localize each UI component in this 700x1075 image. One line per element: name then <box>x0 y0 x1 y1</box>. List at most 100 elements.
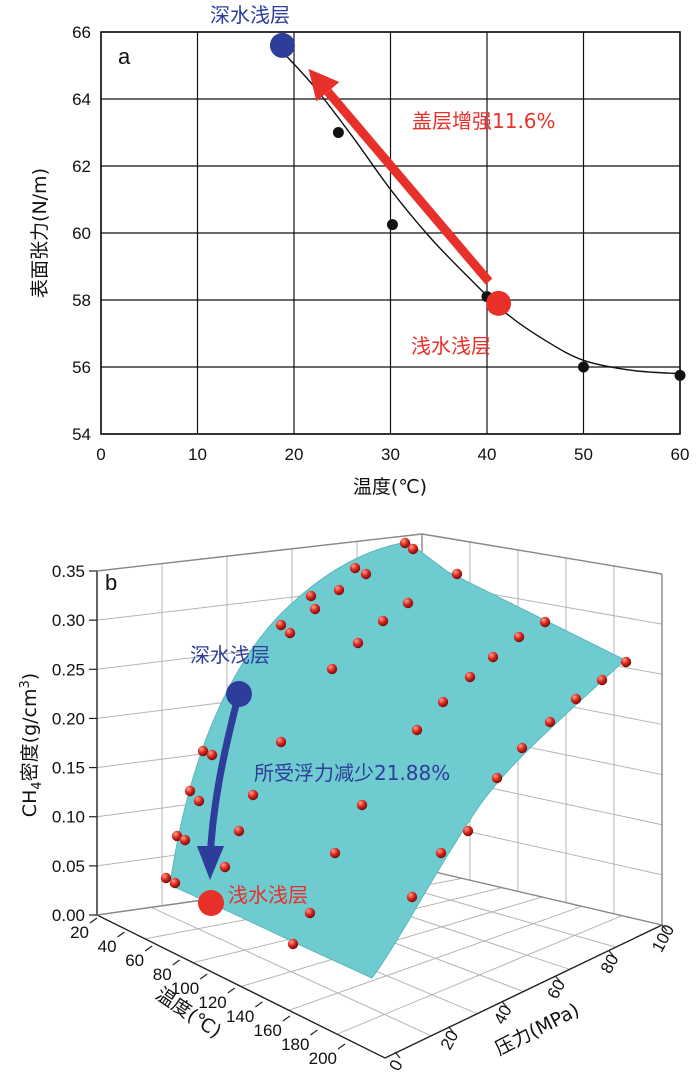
chart-b-temp-tick: 80 <box>153 965 172 984</box>
chart-b-data-point <box>305 590 317 602</box>
chart-b-temp-tick: 140 <box>226 1007 254 1026</box>
chart-b-pressure-tick: 100 <box>648 921 678 955</box>
chart-b-data-point <box>333 584 345 596</box>
chart-a-highlight-shallow <box>486 290 512 316</box>
chart-a-y-tick: 58 <box>72 291 91 310</box>
chart-a-fit-curve <box>279 48 681 375</box>
chart-b-z-tick: 0.15 <box>52 759 85 778</box>
chart-b-z-label: CH4密度(g/cm3) <box>18 673 45 817</box>
chart-b-data-point <box>407 543 419 555</box>
chart-b-data-point <box>491 772 503 784</box>
chart-b-pressure-tick-mark <box>394 1051 401 1059</box>
chart-b-highlight-deep <box>226 681 252 707</box>
chart-b-temp-tick: 40 <box>98 937 117 956</box>
chart-b-temp-tick-mark <box>310 1029 318 1036</box>
chart-a-data-point <box>674 369 686 381</box>
chart-b-data-point <box>184 785 196 797</box>
chart-b-data-point <box>206 749 218 761</box>
chart-b-data-point <box>399 537 411 549</box>
chart-b-data-point <box>596 674 608 686</box>
chart-b-data-point <box>620 656 632 668</box>
chart-b-pressure-tick-mark <box>661 924 668 932</box>
chart-a-grid <box>100 31 681 435</box>
chart-b-z-tick: 0.25 <box>52 660 85 679</box>
chart-a-y-tick: 62 <box>72 157 91 176</box>
chart-a-x-tick: 0 <box>96 445 105 464</box>
chart-b-z-tick: 0.10 <box>52 808 85 827</box>
chart-a-y-tick: 54 <box>72 425 91 444</box>
chart-a-red-arrow-head <box>308 68 340 102</box>
chart-b-temp-tick-mark <box>199 973 208 980</box>
chart-a-data-point <box>578 361 589 373</box>
chart-a-highlight-deep <box>269 32 295 58</box>
chart-b-data-point <box>284 627 296 639</box>
chart-b-data-point <box>464 671 476 683</box>
chart-b-pressure-tick-mark <box>501 1000 508 1008</box>
chart-b-highlight-shallow-label: 浅水浅层 <box>228 883 308 907</box>
chart-a-annotation: 盖层增强11.6% <box>412 109 556 133</box>
chart-a-y-tick: 66 <box>72 23 91 42</box>
chart-b-temp-tick: 20 <box>70 923 89 942</box>
chart-b-temp-tick-mark <box>89 917 98 924</box>
chart-a-red-arrow <box>324 88 493 285</box>
chart-a-highlight-shallow-label: 浅水浅层 <box>411 334 491 358</box>
chart-a-highlight-deep-label: 深水浅层 <box>210 3 290 27</box>
chart-b-pressure-tick: 0 <box>386 1057 407 1074</box>
chart-b-z-tick: 0.30 <box>52 611 85 630</box>
chart-b-temp-tick-mark <box>144 945 153 952</box>
chart-b-data-point <box>570 693 582 705</box>
chart-b-temp-tick-mark <box>117 931 125 938</box>
chart-a-data-point <box>332 127 344 138</box>
chart-b-data-point <box>513 631 525 643</box>
chart-b-data-point <box>356 799 368 811</box>
chart-b-temp-tick-mark <box>282 1015 291 1022</box>
chart-b-data-point <box>377 615 389 627</box>
chart-b-data-point <box>309 603 321 615</box>
chart-b-panel-label: b <box>105 570 117 595</box>
chart-a-x-tick: 60 <box>671 445 690 464</box>
chart-b-temp-tick: 160 <box>254 1021 282 1040</box>
chart-b-highlight-shallow <box>198 890 224 916</box>
chart-b-data-point <box>275 619 287 631</box>
chart-b-temp-tick-mark <box>227 987 236 994</box>
chart-a-x-tick: 20 <box>285 445 304 464</box>
chart-b-data-point <box>352 637 364 649</box>
chart-b-data-point <box>360 568 372 580</box>
chart-a-x-tick: 40 <box>478 445 497 464</box>
chart-b-data-point <box>179 834 191 846</box>
chart-a-x-tick: 30 <box>381 445 400 464</box>
chart-b-data-point <box>329 847 341 859</box>
chart-b-temp-tick-mark <box>172 959 181 966</box>
chart-b-data-point <box>160 872 172 884</box>
chart-b: 深水浅层 浅水浅层 所受浮力减少21.88% b 0.00 0.05 0.10 0.1… <box>18 533 678 1074</box>
chart-b-temp-tick-mark <box>337 1043 346 1050</box>
chart-b-data-point <box>193 795 205 807</box>
chart-b-data-point <box>304 907 316 919</box>
chart-a-x-tick: 10 <box>188 445 207 464</box>
chart-b-data-point <box>539 616 551 628</box>
chart-b-surface <box>169 541 626 979</box>
chart-b-data-point <box>437 696 449 708</box>
chart-b-data-point <box>487 651 499 663</box>
chart-a-y-label: 表面张力(N/m) <box>29 168 51 298</box>
chart-b-data-point <box>247 789 259 801</box>
chart-b-data-point <box>544 716 556 728</box>
chart-b-highlight-deep-label: 深水浅层 <box>190 643 270 667</box>
chart-b-temp-tick-mark <box>254 1001 263 1008</box>
chart-b-data-point <box>411 724 423 736</box>
chart-a-y-tick: 56 <box>72 358 91 377</box>
chart-b-data-point <box>275 736 287 748</box>
chart-a-x-tick: 50 <box>574 445 593 464</box>
chart-b-data-point <box>169 877 181 889</box>
chart-a-frame <box>100 31 681 435</box>
chart-b-z-tick: 0.20 <box>52 709 85 728</box>
chart-b-temp-tick: 60 <box>125 951 144 970</box>
chart-b-data-point <box>219 861 231 873</box>
chart-b-z-tick: 0.00 <box>52 906 85 925</box>
chart-b-data-point <box>326 663 338 675</box>
chart-b-pressure-tick-mark <box>608 950 615 957</box>
chart-b-data-point <box>402 597 414 609</box>
chart-a-panel-label: a <box>118 44 131 69</box>
chart-b-blue-arrow <box>206 704 240 863</box>
